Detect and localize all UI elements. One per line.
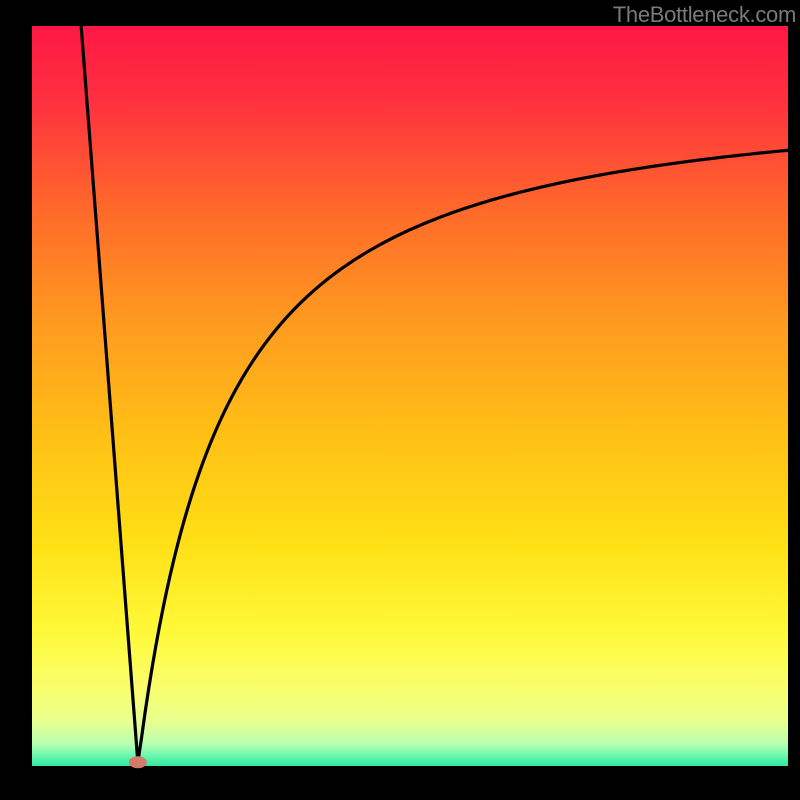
chart-svg <box>0 0 800 800</box>
optimal-point-marker <box>129 756 147 768</box>
watermark-text: TheBottleneck.com <box>613 2 796 28</box>
gradient-background <box>32 26 788 766</box>
chart-container: TheBottleneck.com <box>0 0 800 800</box>
